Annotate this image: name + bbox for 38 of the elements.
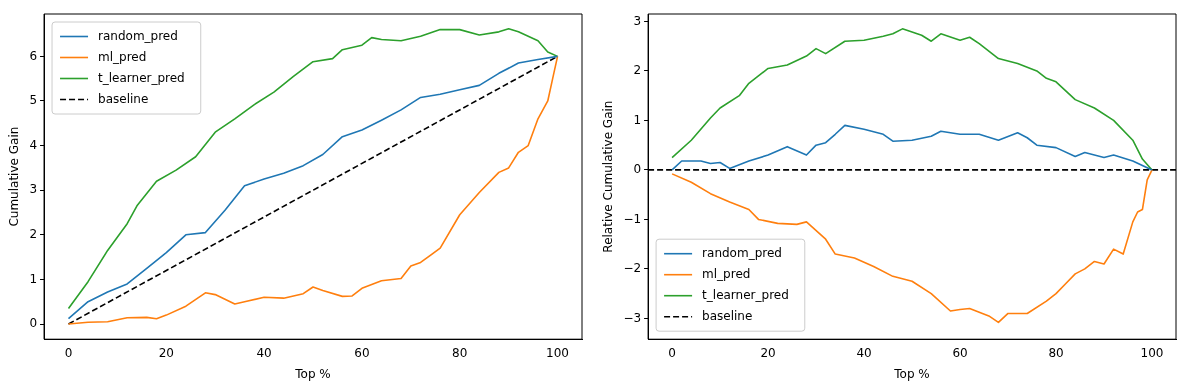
legend-label: random_pred (98, 28, 178, 43)
legend-label: ml_pred (702, 266, 751, 281)
x-tick-label: 0 (668, 345, 676, 360)
y-tick-label: 4 (29, 137, 38, 152)
x-tick-label: 0 (64, 345, 73, 360)
y-tick-label: 2 (29, 226, 38, 241)
y-tick-label: 3 (633, 13, 642, 28)
x-tick-label: 40 (256, 345, 272, 360)
y-tick-label: 2 (633, 63, 642, 78)
legend-label: random_pred (702, 245, 782, 260)
x-tick-label: 20 (760, 345, 776, 360)
legend-label: t_learner_pred (98, 70, 185, 85)
y-tick-label: 5 (29, 93, 38, 108)
y-tick-label: −1 (623, 211, 642, 226)
y-tick-label: 6 (29, 48, 38, 63)
y-tick-label: −2 (623, 261, 642, 276)
x-tick-label: 40 (856, 345, 872, 360)
y-tick-label: 1 (633, 112, 642, 127)
y-tick-label: 1 (29, 271, 38, 286)
y-tick-label: −3 (623, 310, 642, 325)
y-tick-label: 0 (633, 162, 642, 177)
y-tick-label: 0 (29, 316, 38, 331)
legend-label: ml_pred (98, 49, 147, 64)
legend-label: t_learner_pred (702, 287, 789, 302)
x-tick-label: 100 (1140, 345, 1164, 360)
x-tick-label: 60 (952, 345, 968, 360)
x-axis-title: Top % (294, 366, 331, 381)
x-tick-label: 20 (158, 345, 174, 360)
y-axis-title: Cumulative Gain (7, 126, 22, 227)
x-tick-label: 80 (1048, 345, 1064, 360)
x-axis-title: Top % (893, 366, 930, 381)
x-tick-label: 60 (354, 345, 370, 360)
legend-label: baseline (98, 91, 149, 106)
y-axis-title: Relative Cumulative Gain (601, 100, 616, 253)
legend-label: baseline (702, 308, 753, 323)
x-tick-label: 80 (452, 345, 468, 360)
y-tick-label: 3 (29, 182, 38, 197)
x-tick-label: 100 (546, 345, 569, 360)
